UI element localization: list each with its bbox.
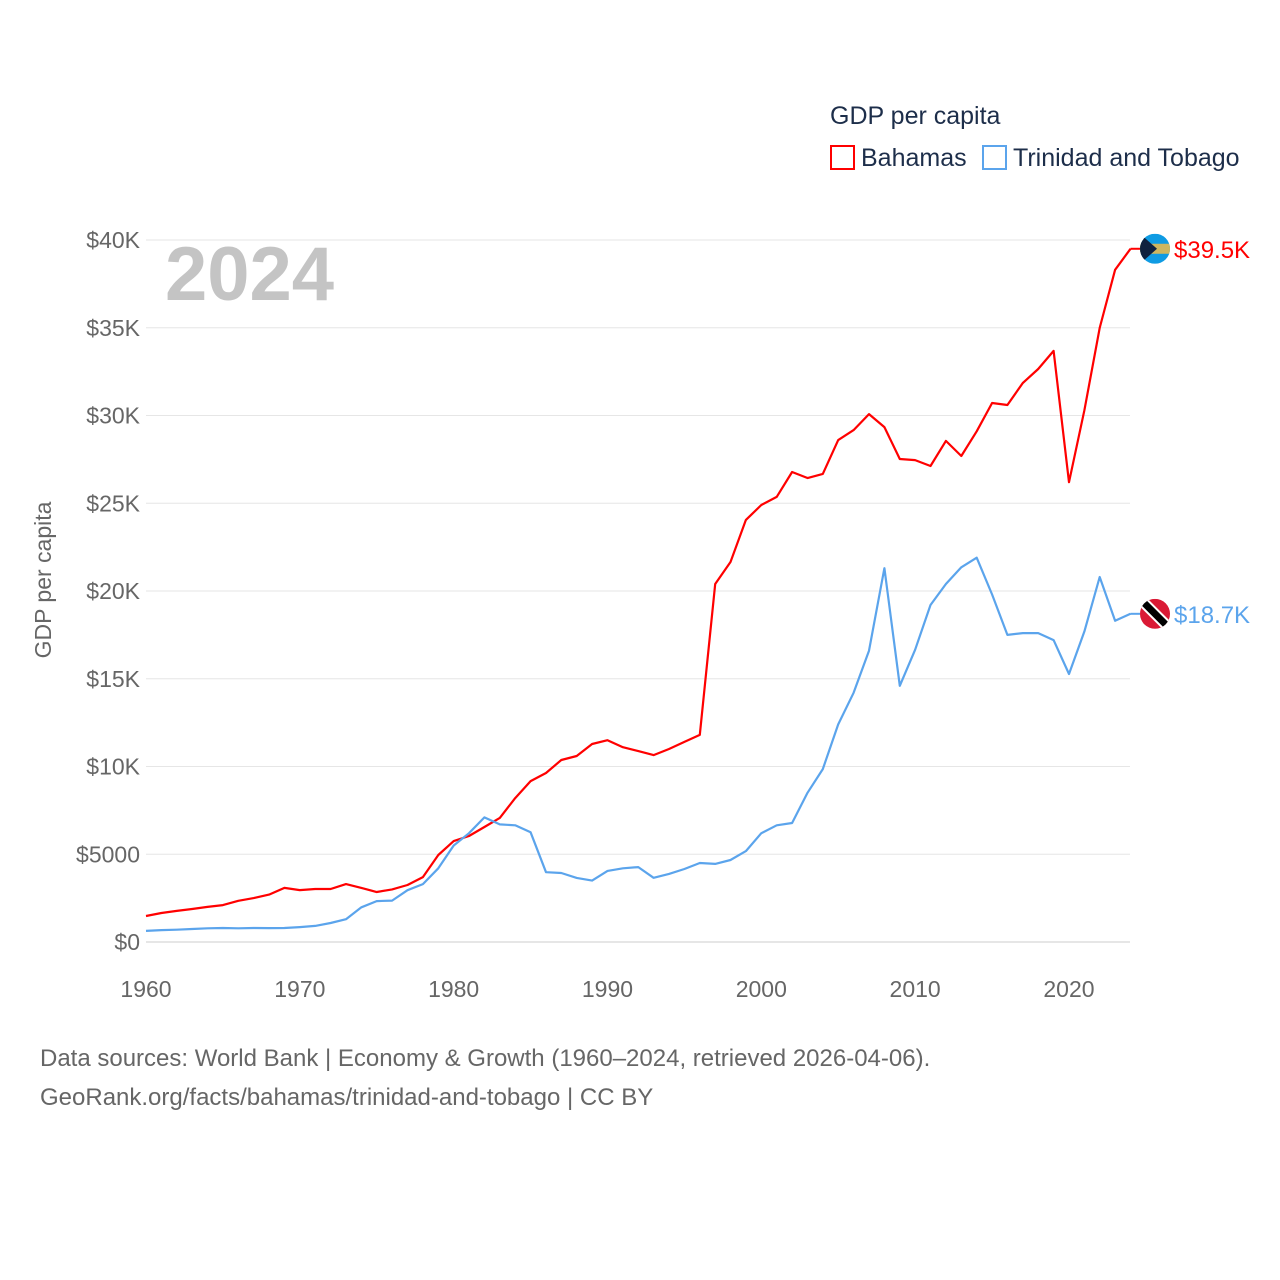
- y-axis-label: GDP per capita: [30, 501, 56, 658]
- trinidad-flag-icon: [1140, 598, 1170, 629]
- y-tick-label: $35K: [86, 315, 140, 341]
- source-line: Data sources: World Bank | Economy & Gro…: [40, 1045, 931, 1072]
- y-tick-label: $30K: [86, 403, 140, 429]
- y-tick-label: $10K: [86, 754, 140, 780]
- legend-label-trinidad: Trinidad and Tobago: [1013, 144, 1240, 172]
- x-tick-label: 2000: [736, 976, 787, 1002]
- y-tick-label: $0: [114, 929, 140, 955]
- url-line: GeoRank.org/facts/bahamas/trinidad-and-t…: [40, 1084, 654, 1111]
- x-tick-label: 1990: [582, 976, 633, 1002]
- y-tick-label: $20K: [86, 578, 140, 604]
- bahamas-flag-icon: [1140, 233, 1170, 264]
- series-line-bahamas: [145, 248, 1132, 918]
- x-tick-label: 1960: [120, 976, 171, 1002]
- y-tick-label: $25K: [86, 490, 140, 516]
- end-value-label: $39.5K: [1174, 237, 1250, 264]
- x-tick-label: 1970: [274, 976, 325, 1002]
- legend-swatch-bahamas: [830, 145, 855, 170]
- legend-swatch-trinidad: [982, 145, 1007, 170]
- series-line-trinidad: [145, 556, 1131, 932]
- legend-label-bahamas: Bahamas: [861, 144, 967, 172]
- x-tick-label: 2010: [890, 976, 941, 1002]
- year-watermark: 2024: [165, 232, 334, 317]
- legend-title: GDP per capita: [830, 102, 1001, 130]
- end-value-label: $18.7K: [1174, 602, 1250, 629]
- x-tick-label: 1980: [428, 976, 479, 1002]
- y-tick-label: $5000: [76, 841, 140, 867]
- legend-item-trinidad[interactable]: Trinidad and Tobago: [982, 144, 1240, 172]
- legend-item-bahamas[interactable]: Bahamas: [830, 144, 967, 172]
- y-tick-label: $40K: [86, 227, 140, 253]
- x-tick-label: 2020: [1043, 976, 1094, 1002]
- y-tick-label: $15K: [86, 666, 140, 692]
